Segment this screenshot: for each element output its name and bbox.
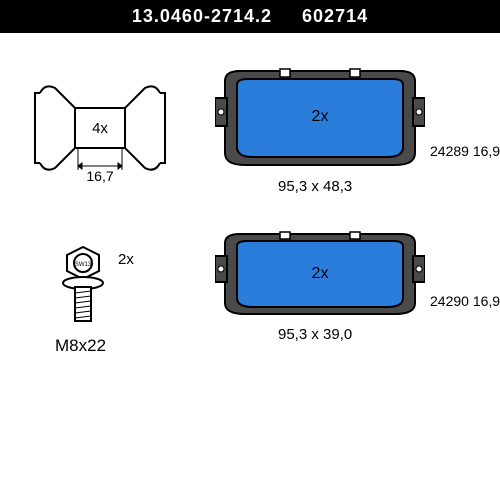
bolt-hex-text: SW13 xyxy=(75,262,92,268)
header-bar: 13.0460-2714.2 602714 xyxy=(0,0,500,33)
bolt-spec: M8x22 xyxy=(55,336,106,356)
bolt-drawing: SW13 xyxy=(55,243,165,333)
pad-top-qty-text: 2x xyxy=(312,108,329,125)
clip-qty-text: 4x xyxy=(92,120,108,137)
part-number-1: 13.0460-2714.2 xyxy=(132,6,272,26)
bolt-qty: 2x xyxy=(118,251,134,268)
pad-top-dim: 95,3 x 48,3 xyxy=(278,178,352,195)
pad-bottom-qty-text: 2x xyxy=(312,265,329,282)
pad-bottom: 2x xyxy=(215,228,415,323)
diagram-area: 4x 16,7 SW13 2x xyxy=(0,33,500,493)
clip-dim-text: 16,7 xyxy=(86,168,113,183)
pad-bottom-code: 24290 16,9 xyxy=(430,293,500,309)
pad-top: 2x xyxy=(215,63,415,173)
pad-bottom-dim: 95,3 x 39,0 xyxy=(278,326,352,343)
pad-top-code: 24289 16,9 xyxy=(430,143,500,159)
clip-drawing: 4x 16,7 xyxy=(30,78,170,178)
part-number-2: 602714 xyxy=(302,6,368,26)
